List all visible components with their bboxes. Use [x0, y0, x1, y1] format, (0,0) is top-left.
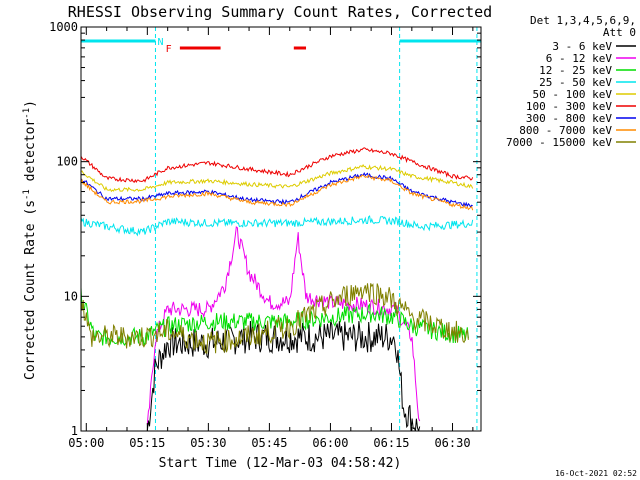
legend-label-2: 6 - 12 keV — [546, 52, 613, 65]
y-tick-label: 1 — [71, 424, 78, 438]
legend-label-9: 7000 - 15000 keV — [506, 136, 612, 149]
legend-label-5: 50 - 100 keV — [533, 88, 613, 101]
y-tick-label: 100 — [56, 155, 78, 169]
x-tick-label: 06:00 — [312, 436, 348, 450]
x-tick-label: 06:15 — [373, 436, 409, 450]
flag-f-label: F — [166, 44, 172, 55]
y-tick-label: 10 — [64, 289, 78, 303]
x-tick-label: 06:30 — [434, 436, 470, 450]
legend-label-3: 12 - 25 keV — [539, 64, 612, 77]
series-line-8 — [81, 174, 474, 211]
x-tick-label: 05:15 — [129, 436, 165, 450]
series-line-3 — [81, 287, 469, 346]
x-axis-label: Start Time (12-Mar-03 04:58:42) — [159, 456, 402, 471]
series-line-4 — [81, 215, 474, 237]
legend-label-7: 300 - 800 keV — [526, 112, 612, 125]
series-line-1 — [146, 320, 421, 431]
series-line-9 — [81, 283, 469, 354]
legend-label-8: 800 - 7000 keV — [519, 124, 612, 137]
flag-n-label: N — [157, 37, 163, 48]
plot-frame — [80, 26, 482, 432]
chart-title: RHESSI Observing Summary Count Rates, Co… — [68, 3, 492, 21]
legend-label-6: 100 - 300 keV — [526, 100, 612, 113]
series-line-6 — [81, 147, 474, 184]
x-tick-label: 05:30 — [190, 436, 226, 450]
y-axis-label: Corrected Count Rate (s-1 detector-1) — [22, 100, 38, 380]
detector-info-line2: Att 0 — [603, 26, 636, 39]
y-tick-label: 1000 — [49, 20, 78, 34]
axes: 05:00 05:15 05:30 05:45 06:00 06:15 06:30 1 10 10… — [49, 20, 482, 450]
plot-area: NF — [81, 27, 481, 431]
x-tick-label: 05:00 — [68, 436, 104, 450]
render-timestamp: 16-Oct-2021 02:52 — [555, 469, 637, 478]
series-line-5 — [81, 164, 474, 193]
legend-label-1: 3 - 6 keV — [552, 40, 612, 53]
x-tick-label: 05:45 — [251, 436, 287, 450]
legend-label-4: 25 - 50 keV — [539, 76, 612, 89]
series-line-2 — [146, 226, 421, 425]
detector-info-line1: Det 1,3,4,5,6,9, — [530, 14, 636, 27]
